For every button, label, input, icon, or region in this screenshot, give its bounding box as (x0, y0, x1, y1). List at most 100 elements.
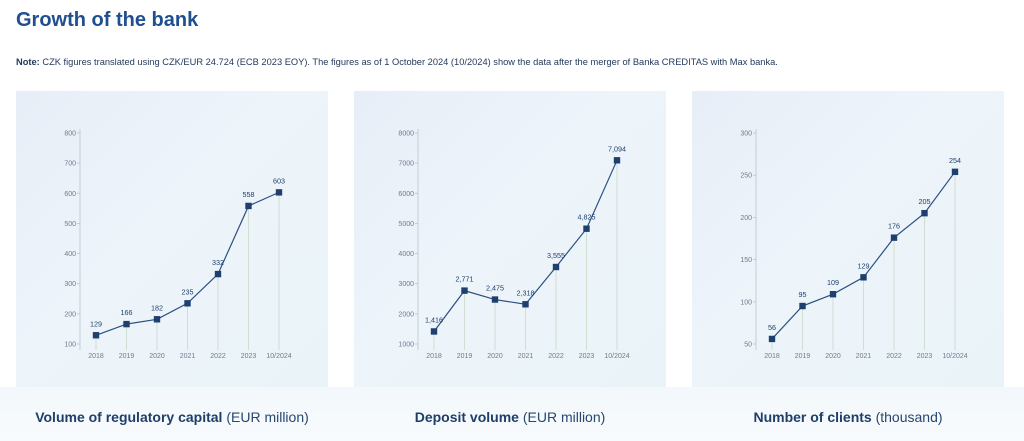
data-point (552, 263, 560, 271)
y-tick-label: 6000 (398, 191, 414, 198)
chart-panel-deposits: 1000 2000 3000 4000 5000 6000 7000 8000 1,416 2,7… (354, 91, 666, 387)
x-tick-label: 10/2024 (266, 353, 291, 360)
data-label: 95 (799, 290, 807, 299)
y-tick-label: 800 (64, 131, 76, 138)
y-tick-label: 300 (740, 131, 752, 138)
data-label: 2,771 (456, 275, 474, 284)
data-label: 235 (182, 287, 194, 296)
data-label: 109 (827, 278, 839, 287)
data-point (461, 287, 468, 294)
data-label: 4,825 (578, 213, 596, 222)
chart-capital-svg: 100 200 300 400 500 600 700 800 129 166 182 235 332 5… (64, 129, 292, 360)
data-label: 603 (273, 176, 285, 185)
data-point (275, 189, 283, 196)
x-tick-label: 10/2024 (942, 353, 967, 360)
note-text: CZK figures translated using CZK/EUR 24.… (39, 57, 778, 67)
data-point (768, 335, 776, 343)
page-title: Growth of the bank (16, 9, 199, 31)
x-tick-label: 2022 (548, 353, 564, 360)
data-point (491, 296, 499, 303)
y-tick-label: 400 (64, 251, 76, 258)
data-label: 254 (949, 156, 961, 165)
x-tick-label: 10/2024 (604, 353, 629, 360)
x-tick-label: 2018 (426, 353, 442, 360)
caption-deposits: Deposit volume (EUR million) (354, 409, 666, 425)
y-tick-label: 5000 (398, 221, 414, 228)
data-point (613, 157, 621, 164)
x-tick-label: 2023 (241, 353, 257, 360)
x-tick-label: 2020 (149, 353, 165, 360)
y-tick-label: 3000 (398, 281, 414, 288)
data-point (522, 301, 529, 308)
data-label: 205 (919, 197, 931, 206)
y-tick-label: 250 (740, 173, 752, 180)
chart-clients-svg: 50 100 150 200 250 300 56 95 109 129 176 205 254 2018… (740, 129, 968, 360)
data-label: 182 (151, 303, 163, 312)
y-tick-label: 600 (64, 191, 76, 198)
x-tick-label: 2022 (886, 353, 902, 360)
y-tick-label: 300 (64, 281, 76, 288)
y-tick-label: 100 (64, 342, 76, 349)
data-label: 129 (858, 261, 870, 270)
x-tick-label: 2020 (825, 353, 841, 360)
x-tick-label: 2022 (210, 353, 226, 360)
caption-deposits-bold: Deposit volume (414, 409, 519, 425)
y-tick-label: 500 (64, 221, 76, 228)
background-band (0, 387, 1024, 441)
data-label: 2,318 (517, 288, 535, 297)
data-point (583, 225, 590, 232)
data-label: 1,416 (425, 315, 443, 324)
data-label: 2,475 (486, 284, 504, 293)
x-tick-label: 2020 (487, 353, 503, 360)
data-point (214, 270, 222, 278)
data-point (890, 234, 898, 241)
data-label: 332 (212, 258, 224, 267)
data-label: 56 (768, 323, 776, 332)
caption-deposits-unit: (EUR million) (518, 409, 606, 425)
x-tick-label: 2019 (795, 353, 811, 360)
caption-clients-unit: (thousand) (871, 409, 943, 425)
data-point (184, 300, 191, 307)
x-tick-label: 2018 (88, 353, 104, 360)
caption-capital-bold: Volume of regulatory capital (35, 409, 223, 425)
chart-deposits-svg: 1000 2000 3000 4000 5000 6000 7000 8000 1,416 2,7… (398, 129, 630, 360)
y-tick-label: 150 (740, 257, 752, 264)
note: Note: CZK figures translated using CZK/E… (16, 57, 778, 67)
data-label: 7,094 (608, 144, 626, 153)
x-tick-label: 2021 (518, 353, 534, 360)
y-tick-label: 4000 (398, 251, 414, 258)
x-tick-label: 2018 (764, 353, 780, 360)
caption-clients: Number of clients (thousand) (692, 409, 1004, 425)
x-tick-label: 2019 (457, 353, 473, 360)
data-label: 129 (90, 319, 102, 328)
data-point (829, 291, 837, 298)
x-tick-label: 2021 (856, 353, 872, 360)
chart-panel-capital: 100 200 300 400 500 600 700 800 129 166 182 235 332 5… (16, 91, 328, 387)
data-point (92, 332, 100, 339)
y-tick-label: 200 (64, 311, 76, 318)
note-label: Note: (16, 57, 40, 67)
y-tick-label: 100 (740, 299, 752, 306)
data-point (245, 202, 252, 210)
y-tick-label: 1000 (398, 342, 414, 349)
data-point (430, 328, 438, 335)
data-label: 166 (121, 308, 133, 317)
y-tick-label: 700 (64, 161, 76, 168)
x-tick-label: 2019 (119, 353, 135, 360)
y-tick-label: 8000 (398, 131, 414, 138)
data-label: 558 (243, 190, 255, 199)
y-tick-label: 2000 (398, 311, 414, 318)
x-tick-label: 2023 (917, 353, 933, 360)
data-point (799, 302, 806, 310)
data-label: 176 (888, 222, 900, 231)
y-tick-label: 200 (740, 215, 752, 222)
chart-panel-clients: 50 100 150 200 250 300 56 95 109 129 176 205 254 2018… (692, 91, 1004, 387)
data-point (860, 274, 867, 281)
y-tick-label: 50 (744, 342, 752, 349)
y-tick-label: 7000 (398, 161, 414, 168)
data-point (123, 320, 130, 328)
caption-capital: Volume of regulatory capital (EUR millio… (16, 409, 328, 425)
caption-capital-unit: (EUR million) (222, 409, 309, 425)
data-point (153, 316, 161, 323)
data-point (921, 209, 928, 217)
